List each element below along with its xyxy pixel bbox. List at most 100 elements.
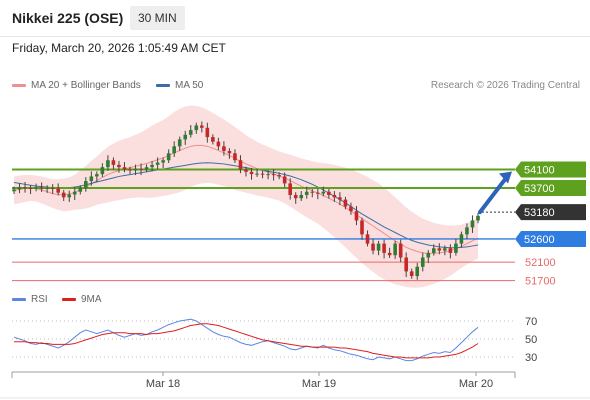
x-axis: Mar 18 Mar 19 Mar 20 <box>0 371 590 399</box>
candle-body <box>139 168 143 170</box>
candle-body <box>50 188 55 190</box>
candle-body <box>470 220 475 228</box>
candle-body <box>34 187 38 189</box>
candle-body <box>376 243 381 251</box>
candle-body <box>343 199 348 207</box>
candle-body <box>387 252 392 256</box>
rsi-level-label-30: 30 <box>525 352 537 364</box>
candle-body <box>365 234 370 244</box>
level-label-54100: 54100 <box>524 164 555 176</box>
candle-body <box>183 134 188 140</box>
candle-body <box>111 160 116 165</box>
rsi-panel: 70 50 30 <box>12 316 537 364</box>
candle-body <box>382 243 386 253</box>
candle-body <box>84 181 88 189</box>
candle-body <box>23 187 27 189</box>
candle-body <box>299 194 304 199</box>
candle-body <box>238 160 243 170</box>
candle-body <box>194 125 199 131</box>
candle-body <box>398 243 403 258</box>
candle-body <box>360 220 364 235</box>
credit-text: Research © 2026 Trading Central <box>430 80 580 91</box>
candle-body <box>95 174 99 177</box>
candle-body <box>205 127 210 138</box>
rsi-level-label-50: 50 <box>525 334 537 346</box>
legend-rsi-ma-label: 9MA <box>81 294 102 305</box>
datetime-label: Friday, March 20, 2026 1:05:49 AM CET <box>12 41 226 55</box>
candle-body <box>271 174 276 176</box>
candles-layer <box>12 121 512 280</box>
legend-bb-label: MA 20 + Bollinger Bands <box>31 80 141 91</box>
candle-body <box>188 130 193 135</box>
candle-body <box>432 248 436 253</box>
candle-body <box>332 194 337 198</box>
legend-rsi-label: RSI <box>31 294 48 305</box>
level-label-52600: 52600 <box>524 234 555 246</box>
candle-body <box>321 191 326 194</box>
candle-body <box>404 257 408 272</box>
current-price-tag <box>515 204 586 221</box>
scenario-arrow-head <box>499 171 512 184</box>
level-tag-53700 <box>515 180 586 197</box>
candle-body <box>106 160 110 168</box>
candle-body <box>249 171 254 175</box>
candle-body <box>304 191 309 195</box>
candle-body <box>426 252 431 258</box>
candle-body <box>316 192 320 194</box>
candle-body <box>12 189 16 192</box>
candle-body <box>448 248 453 253</box>
candle-body <box>260 173 265 175</box>
rsi-level-label-70: 70 <box>525 316 537 328</box>
candle-body <box>17 187 22 190</box>
candle-body <box>233 153 237 161</box>
timeframe-badge[interactable]: 30 MIN <box>130 6 185 30</box>
level-label-51700: 51700 <box>525 276 556 288</box>
bollinger-band <box>14 105 478 288</box>
candle-body <box>161 160 165 163</box>
header: Nikkei 225 (OSE) 30 MIN <box>0 0 590 37</box>
legend-ma50: MA 50 <box>156 80 203 91</box>
rsi-ma-line <box>14 323 479 359</box>
instrument-title: Nikkei 225 (OSE) <box>12 10 124 26</box>
candle-body <box>420 257 425 267</box>
candle-body <box>67 194 72 198</box>
rsi-ma-swatch <box>62 297 76 301</box>
candle-body <box>172 146 176 154</box>
candle-body <box>28 188 33 190</box>
candle-body <box>166 153 171 161</box>
level-tag-54100 <box>515 161 586 178</box>
legend-bb: MA 20 + Bollinger Bands <box>12 80 141 91</box>
candle-body <box>454 243 458 253</box>
candle-body <box>222 146 226 151</box>
candle-body <box>227 150 232 154</box>
candle-body <box>338 197 342 200</box>
candle-body <box>39 187 44 189</box>
candle-body <box>122 167 127 170</box>
candle-body <box>310 191 315 193</box>
candle-body <box>354 211 359 221</box>
candle-body <box>443 248 447 251</box>
levels-layer <box>12 168 515 282</box>
candle-body <box>72 191 77 195</box>
legend-rsi: RSI <box>12 294 48 305</box>
candle-body <box>409 271 414 277</box>
candle-body <box>393 243 397 256</box>
level-tag-52600 <box>515 230 586 247</box>
candle-body <box>293 194 298 199</box>
ma50-swatch <box>156 83 170 87</box>
scenario-arrow-shaft <box>478 173 510 215</box>
candle-body <box>45 188 49 190</box>
candle-body <box>327 191 331 195</box>
candle-body <box>133 168 138 171</box>
candle-body <box>349 206 353 212</box>
ma20-swatch <box>12 83 26 87</box>
candle-body <box>476 215 480 221</box>
candle-body <box>144 167 149 170</box>
candle-body <box>244 169 248 172</box>
level-labels-layer: 54100 53700 52600 52100 51700 53180 <box>515 161 586 288</box>
legend-ma50-label: MA 50 <box>175 80 204 91</box>
candle-body <box>459 234 464 244</box>
candle-body <box>61 192 66 198</box>
candle-body <box>89 176 94 182</box>
rsi-line <box>13 318 479 362</box>
